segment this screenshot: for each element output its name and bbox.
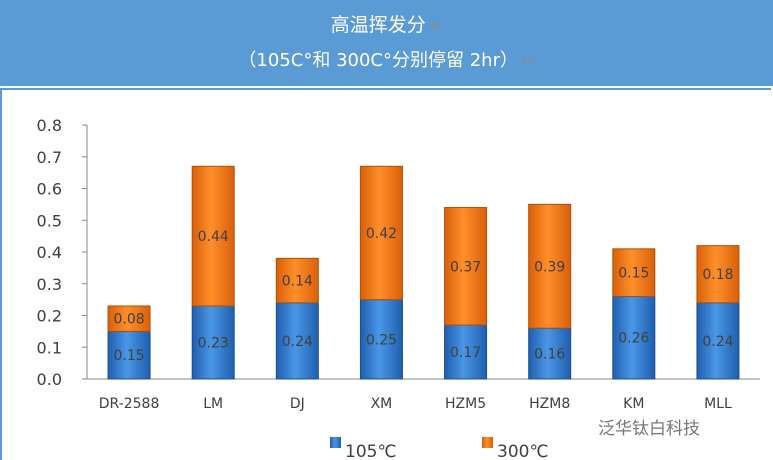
x-tick-label: DR-2588 xyxy=(99,396,160,412)
bar-105c xyxy=(107,330,151,380)
title-text: 高温挥发分 xyxy=(330,14,426,36)
x-tick-label: XM xyxy=(371,396,393,412)
bar-105c xyxy=(612,295,656,380)
data-label: 0.44 xyxy=(198,229,229,245)
data-label: 0.16 xyxy=(534,347,565,363)
y-tick-label: 0.1 xyxy=(37,338,62,357)
x-tick-label: MLL xyxy=(704,396,732,412)
y-tick-label: 0.0 xyxy=(37,370,62,389)
y-tick-label: 0.8 xyxy=(37,116,62,135)
data-label: 0.18 xyxy=(702,267,733,283)
data-label: 0.24 xyxy=(282,334,313,350)
bar-300c xyxy=(191,165,235,307)
bar-300c xyxy=(444,207,488,326)
bar-300c xyxy=(359,165,403,301)
data-label: 0.39 xyxy=(534,259,565,275)
bar-105c xyxy=(696,302,740,380)
data-label: 0.24 xyxy=(702,334,733,350)
data-label: 0.17 xyxy=(450,345,481,361)
legend-label: 105℃ xyxy=(345,442,397,460)
y-tick-label: 0.4 xyxy=(37,243,62,262)
bar-105c xyxy=(444,324,488,380)
bar-105c xyxy=(275,302,319,380)
chart-header: 高温挥发分 ↵ （105C°和 300C°分别停留 2hr） ↵ xyxy=(0,0,773,86)
x-tick-label: HZM5 xyxy=(445,396,486,412)
data-label: 0.25 xyxy=(366,332,397,348)
y-tick-label: 0.2 xyxy=(37,307,62,326)
return-mark: ↵ xyxy=(429,17,443,35)
data-label: 0.42 xyxy=(366,226,397,242)
data-label: 0.37 xyxy=(450,259,481,275)
data-label: 0.15 xyxy=(618,266,649,282)
data-label: 0.26 xyxy=(618,331,649,347)
x-tick-label: LM xyxy=(203,396,223,412)
data-label: 0.08 xyxy=(113,312,144,328)
x-tick-label: HZM8 xyxy=(529,396,570,412)
bar-105c xyxy=(359,299,403,380)
y-tick-label: 0.3 xyxy=(37,275,62,294)
return-mark: ↵ xyxy=(521,52,535,70)
y-tick-label: 0.6 xyxy=(37,180,62,199)
chart-frame xyxy=(0,88,771,460)
data-label: 0.23 xyxy=(198,335,229,351)
bar-105c xyxy=(528,327,572,380)
legend-swatch xyxy=(482,437,493,448)
y-tick-label: 0.7 xyxy=(37,148,62,167)
legend-swatch xyxy=(330,437,341,448)
bar-300c xyxy=(528,203,572,329)
chart-title: 高温挥发分 ↵ xyxy=(0,10,773,37)
bar-105c xyxy=(191,305,235,380)
bar-300c xyxy=(275,257,319,304)
bar-300c xyxy=(696,245,740,304)
legend-label: 300℃ xyxy=(497,442,549,460)
data-label: 0.14 xyxy=(282,274,313,290)
data-label: 0.15 xyxy=(113,348,144,364)
x-tick-label: DJ xyxy=(290,396,305,412)
y-tick-label: 0.5 xyxy=(37,211,62,230)
bar-300c xyxy=(107,305,151,332)
watermark: 泛华钛白科技 xyxy=(598,419,700,439)
bar-300c xyxy=(612,248,656,297)
x-tick-label: KM xyxy=(623,396,644,412)
subtitle-text: （105C°和 300C°分别停留 2hr） xyxy=(238,50,518,71)
chart-subtitle: （105C°和 300C°分别停留 2hr） ↵ xyxy=(0,46,773,72)
